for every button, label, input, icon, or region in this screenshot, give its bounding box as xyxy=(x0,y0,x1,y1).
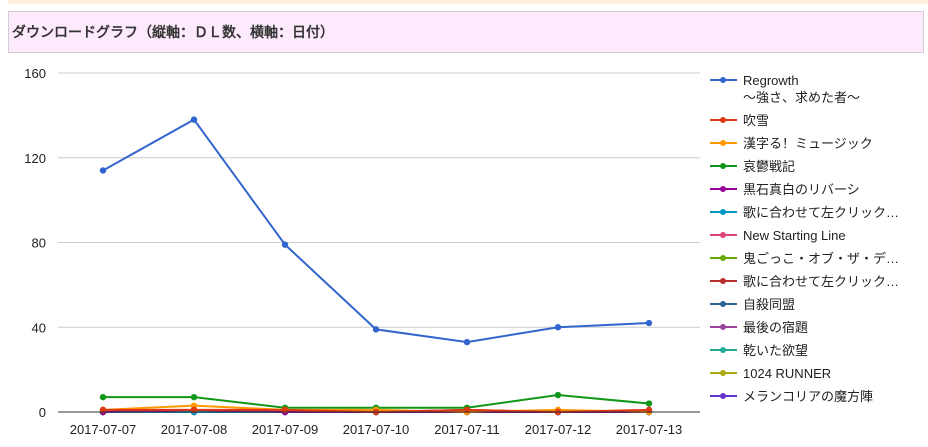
series-line xyxy=(102,118,650,344)
legend-label: 歌に合わせて左クリック… xyxy=(743,205,899,220)
data-point xyxy=(463,406,471,414)
legend-label: Regrowth ～強さ、求めた者～ xyxy=(743,73,860,105)
legend-swatch-dot xyxy=(720,77,726,83)
legend-swatch-dot xyxy=(720,140,726,146)
legend-item: 1024 RUNNER xyxy=(710,366,831,381)
data-point xyxy=(645,406,653,414)
legend-label: 歌に合わせて左クリック… xyxy=(743,274,899,289)
data-point xyxy=(99,406,107,414)
legend-swatch-dot xyxy=(720,186,726,192)
data-point xyxy=(99,393,107,401)
legend-label: 黒石真白のリバーシ xyxy=(743,182,860,197)
legend-item: New Starting Line xyxy=(710,228,846,243)
data-point xyxy=(190,406,198,414)
legend-label: 自殺同盟 xyxy=(743,297,795,312)
legend-item: Regrowth ～強さ、求めた者～ xyxy=(710,73,860,105)
legend-swatch-dot xyxy=(720,324,726,330)
legend-label: 乾いた欲望 xyxy=(743,343,808,358)
legend-label: 吹雪 xyxy=(743,113,769,128)
legend-swatch-dot xyxy=(720,347,726,353)
data-point xyxy=(99,167,107,174)
legend-label: 1024 RUNNER xyxy=(743,366,831,381)
legend-swatch-dot xyxy=(720,278,726,284)
legend-item: 鬼ごっこ・オブ・ザ・デ… xyxy=(710,251,899,266)
data-point xyxy=(281,406,289,414)
legend-item: 乾いた欲望 xyxy=(710,343,808,358)
legend-item: 漢字る！ミュージック xyxy=(710,136,873,151)
legend-item: 自殺同盟 xyxy=(710,297,795,312)
series-0 xyxy=(99,116,653,346)
legend-item: 哀鬱戦記 xyxy=(710,159,795,174)
chart-header: ダウンロードグラフ（縦軸：ＤＬ数、横軸：日付） xyxy=(8,11,924,53)
legend-label: 最後の宿題 xyxy=(743,320,808,335)
x-tick-label: 2017-07-12 xyxy=(525,422,592,437)
data-point xyxy=(190,393,198,401)
legend-item: 最後の宿題 xyxy=(710,320,808,335)
legend-item: 歌に合わせて左クリック… xyxy=(710,205,899,220)
legend-swatch-dot xyxy=(720,370,726,376)
x-tick-label: 2017-07-11 xyxy=(434,422,500,437)
legend-swatch-dot xyxy=(720,255,726,261)
data-point xyxy=(463,338,471,346)
legend-swatch-dot xyxy=(720,163,726,169)
legend-swatch-dot xyxy=(720,393,726,399)
y-tick-label: 80 xyxy=(32,236,46,251)
legend-item: メランコリアの魔方陣 xyxy=(710,389,873,404)
y-tick-label: 0 xyxy=(39,405,46,420)
legend-swatch-dot xyxy=(720,301,726,307)
data-point xyxy=(372,326,380,333)
x-tick-label: 2017-07-08 xyxy=(161,422,228,437)
legend-label: New Starting Line xyxy=(743,228,846,243)
legend-item: 吹雪 xyxy=(710,113,769,128)
legend-swatch-dot xyxy=(720,232,726,238)
x-tick-label: 2017-07-13 xyxy=(616,422,683,437)
x-tick-label: 2017-07-09 xyxy=(252,422,319,437)
data-point xyxy=(645,319,653,327)
y-tick-label: 120 xyxy=(24,151,46,166)
data-point xyxy=(554,324,562,331)
legend-label: 漢字る！ミュージック xyxy=(743,136,873,151)
x-tick-label: 2017-07-07 xyxy=(70,422,137,437)
top-strip xyxy=(8,0,928,4)
data-point xyxy=(281,241,289,248)
legend-label: メランコリアの魔方陣 xyxy=(743,389,873,404)
data-point xyxy=(190,116,198,123)
legend-item: 黒石真白のリバーシ xyxy=(710,182,860,197)
data-point xyxy=(554,391,562,399)
legend-label: 鬼ごっこ・オブ・ザ・デ… xyxy=(743,251,899,266)
legend-swatch-dot xyxy=(720,209,726,215)
data-point xyxy=(645,400,653,407)
page-title: ダウンロードグラフ（縦軸：ＤＬ数、横軸：日付） xyxy=(12,25,334,41)
y-tick-label: 40 xyxy=(32,320,46,335)
legend-label: 哀鬱戦記 xyxy=(743,159,795,174)
legend-item: 歌に合わせて左クリック… xyxy=(710,274,899,289)
y-tick-label: 160 xyxy=(24,66,46,81)
legend-swatch-dot xyxy=(720,117,726,123)
x-tick-label: 2017-07-10 xyxy=(343,422,410,437)
